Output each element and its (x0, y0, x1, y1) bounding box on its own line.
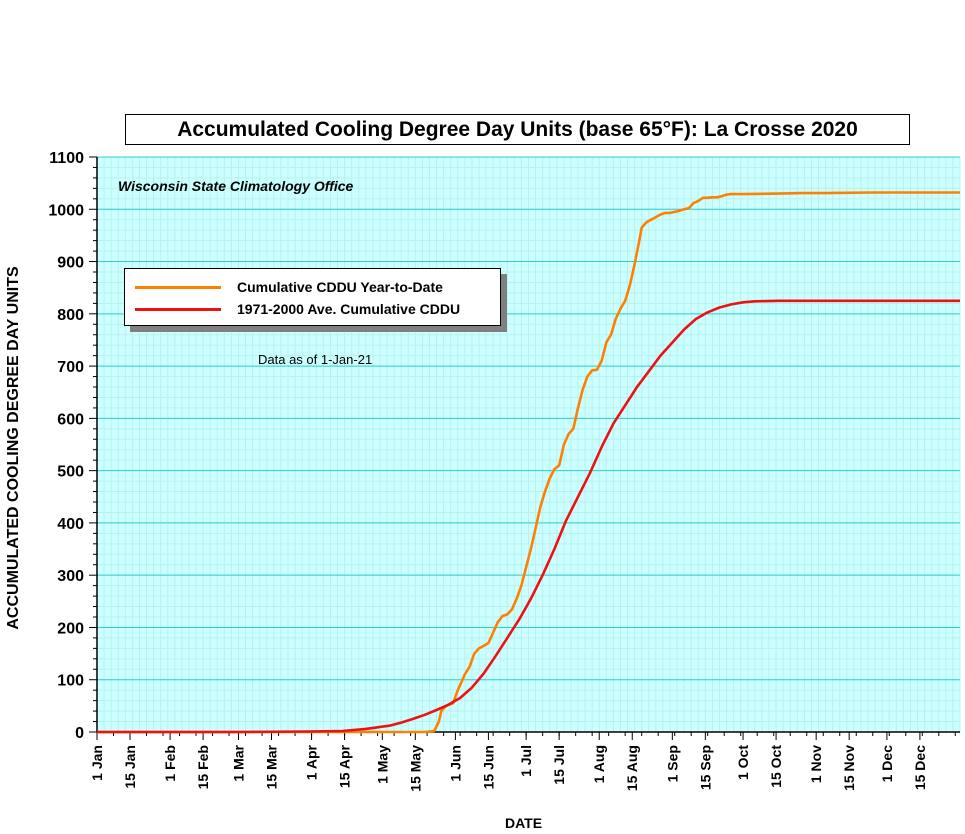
x-tick-label: 15 Aug (624, 745, 640, 791)
y-tick-label: 300 (57, 568, 84, 585)
x-tick-label: 15 Jan (122, 745, 138, 789)
y-axis-label-svg: ACCUMULATED COOLING DEGREE DAY UNITS (5, 266, 22, 630)
chart-title-box: Accumulated Cooling Degree Day Units (ba… (125, 114, 910, 145)
y-tick-label: 1100 (49, 150, 84, 167)
x-tick-label: 1 Aug (591, 745, 607, 783)
x-tick-label: 1 Dec (879, 745, 895, 783)
y-axis-label-wrap: ACCUMULATED COOLING DEGREE DAY UNITS (3, 238, 22, 658)
y-axis-label: ACCUMULATED COOLING DEGREE DAY UNITS (5, 266, 22, 630)
x-tick-label: 1 May (374, 745, 390, 784)
x-tick-label: 15 Dec (912, 745, 928, 790)
x-tick-label: 15 Nov (841, 745, 857, 791)
y-tick-label: 400 (57, 516, 84, 533)
x-tick-label: 1 Nov (808, 745, 824, 783)
x-tick-label: 15 Feb (195, 745, 211, 789)
y-tick-label: 500 (57, 464, 84, 481)
x-tick-label: 15 Apr (337, 744, 353, 788)
y-tick-label: 600 (57, 411, 84, 428)
legend-label-ytd: Cumulative CDDU Year-to-Date (237, 279, 443, 295)
data-as-of-annotation: Data as of 1-Jan-21 (258, 352, 373, 367)
chart-title: Accumulated Cooling Degree Day Units (ba… (177, 117, 858, 141)
y-tick-label: 800 (57, 307, 84, 324)
legend-item-ytd: Cumulative CDDU Year-to-Date (135, 279, 443, 295)
x-tick-label: 1 Mar (230, 744, 246, 781)
legend-item-average: 1971-2000 Ave. Cumulative CDDU (135, 301, 460, 317)
x-tick-label: 1 Jul (518, 745, 534, 777)
x-tick-label: 15 Jul (551, 745, 567, 785)
series-line-1 (97, 299, 960, 734)
series-line-0 (97, 191, 960, 734)
y-axis-ticks: 0 100 200 300 400 500 600 700 800 900 1000 1100 (48, 150, 97, 742)
legend: Cumulative CDDU Year-to-Date 1971-2000 A… (124, 268, 501, 326)
chart-subtitle: Wisconsin State Climatology Office (118, 178, 354, 194)
legend-swatch-average (135, 307, 221, 311)
y-tick-label: 100 (57, 673, 84, 690)
y-tick-label: 0 (75, 725, 84, 742)
x-tick-label: 15 Jun (480, 745, 496, 789)
x-tick-label: 15 Sep (697, 745, 713, 790)
x-tick-label: 1 Sep (664, 745, 680, 782)
x-tick-label: 15 May (407, 745, 423, 792)
y-tick-label: 200 (57, 620, 84, 637)
x-tick-label: 1 Jun (447, 745, 463, 782)
x-tick-label: 15 Oct (768, 745, 784, 788)
series-lines (97, 191, 960, 734)
x-tick-label: 1 Apr (304, 744, 320, 780)
x-tick-label: 1 Oct (735, 745, 751, 780)
x-axis-label: DATE (505, 815, 543, 831)
x-tick-label: 1 Jan (89, 745, 105, 781)
y-tick-label: 700 (57, 359, 84, 376)
x-axis-ticks: 1 Jan 15 Jan 1 Feb 15 Feb 1 Mar 15 Mar 1 Apr 15… (89, 732, 956, 792)
x-tick-label: 15 Mar (263, 744, 279, 789)
y-tick-label: 900 (57, 255, 84, 272)
minor-grid (96, 156, 961, 733)
legend-label-average: 1971-2000 Ave. Cumulative CDDU (237, 301, 461, 317)
x-tick-label: 1 Feb (162, 745, 178, 782)
y-tick-label: 1000 (48, 202, 84, 219)
legend-swatch-ytd (135, 285, 221, 289)
